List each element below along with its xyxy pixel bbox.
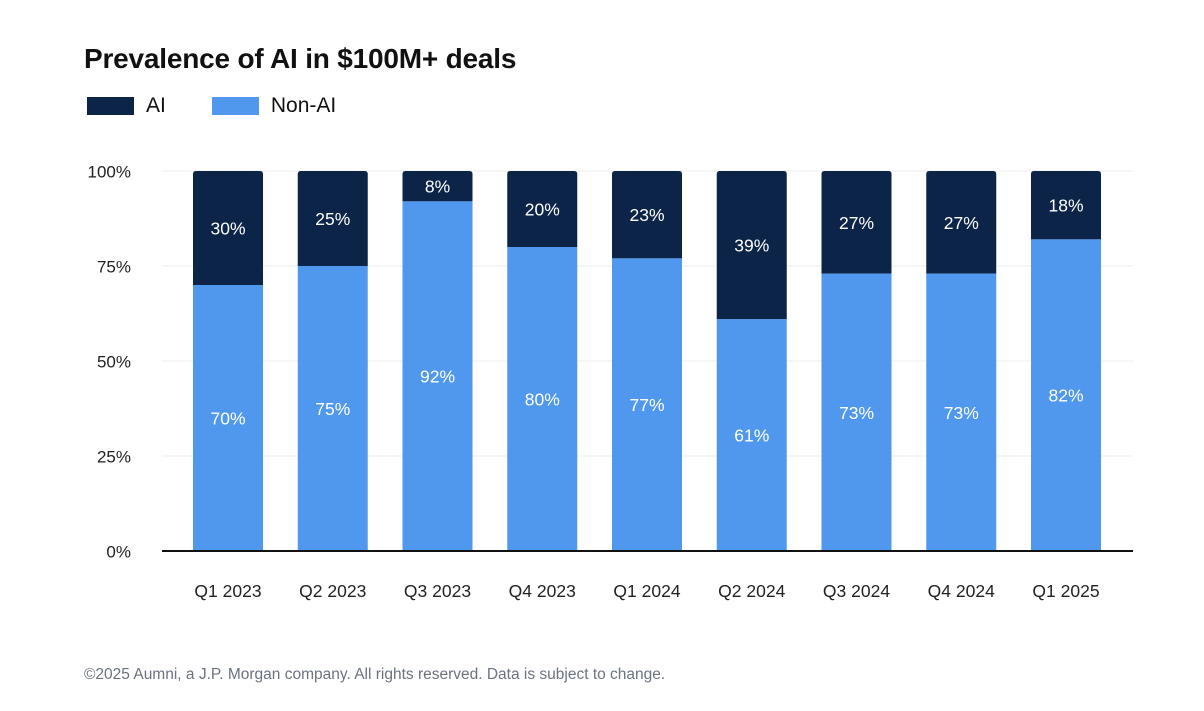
bar-non-ai xyxy=(821,273,892,551)
data-label-ai: 20% xyxy=(525,200,560,220)
bar-ai xyxy=(193,171,263,285)
bar-ai xyxy=(507,171,578,247)
chart-title: Prevalence of AI in $100M+ deals xyxy=(84,43,517,74)
data-label-non-ai: 77% xyxy=(629,395,664,415)
bar-non-ai xyxy=(402,201,473,551)
bar-ai xyxy=(821,171,892,274)
x-tick-label: Q1 2025 xyxy=(1032,581,1099,601)
bar-ai xyxy=(612,171,682,259)
data-label-non-ai: 61% xyxy=(734,426,769,446)
data-label-ai: 27% xyxy=(944,213,979,233)
x-tick-label: Q3 2023 xyxy=(404,581,471,601)
data-label-ai: 30% xyxy=(210,219,245,239)
bar-non-ai xyxy=(193,285,263,551)
legend-item-non-ai: Non-AI xyxy=(211,94,337,118)
data-label-non-ai: 80% xyxy=(525,390,560,410)
y-tick-label: 50% xyxy=(97,353,131,372)
data-label-non-ai: 82% xyxy=(1048,386,1083,406)
bar-non-ai xyxy=(716,319,787,551)
x-tick-label: Q1 2024 xyxy=(613,581,680,601)
bar-ai xyxy=(402,171,473,202)
x-tick-label: Q3 2024 xyxy=(823,581,890,601)
y-tick-label: 100% xyxy=(88,163,131,182)
legend-item-ai: AI xyxy=(87,94,166,118)
bar-ai xyxy=(926,171,997,274)
bar-non-ai xyxy=(507,247,578,551)
chart-legend: AI Non-AI xyxy=(87,94,336,118)
bar-non-ai xyxy=(1031,239,1101,551)
x-tick-label: Q4 2024 xyxy=(928,581,995,601)
data-label-ai: 23% xyxy=(629,205,664,225)
bar-ai xyxy=(716,171,787,320)
legend-label-ai: AI xyxy=(146,94,166,117)
legend-label-non-ai: Non-AI xyxy=(270,94,337,117)
data-label-non-ai: 70% xyxy=(210,409,245,429)
legend-swatch-ai xyxy=(87,97,134,115)
y-tick-label: 75% xyxy=(97,258,131,277)
y-tick-label: 0% xyxy=(106,543,131,562)
y-tick-label: 25% xyxy=(97,448,131,467)
data-label-non-ai: 73% xyxy=(944,403,979,423)
data-label-ai: 18% xyxy=(1048,196,1083,216)
x-tick-label: Q2 2023 xyxy=(299,581,366,601)
bar-non-ai xyxy=(297,266,368,551)
data-label-ai: 25% xyxy=(315,209,350,229)
x-tick-label: Q2 2024 xyxy=(718,581,785,601)
data-label-non-ai: 73% xyxy=(839,403,874,423)
data-label-ai: 39% xyxy=(734,236,769,256)
data-label-non-ai: 92% xyxy=(420,367,455,387)
legend-swatch-non-ai xyxy=(211,97,259,115)
copyright-footer: ©2025 Aumni, a J.P. Morgan company. All … xyxy=(84,666,666,683)
data-label-non-ai: 75% xyxy=(315,399,350,419)
x-tick-label: Q4 2023 xyxy=(509,581,576,601)
data-label-ai: 27% xyxy=(839,213,874,233)
bar-non-ai xyxy=(926,273,997,551)
data-label-ai: 8% xyxy=(425,177,450,197)
bar-ai xyxy=(1031,171,1101,240)
bar-ai xyxy=(297,171,368,266)
bar-non-ai xyxy=(612,258,682,551)
x-tick-label: Q1 2023 xyxy=(194,581,261,601)
